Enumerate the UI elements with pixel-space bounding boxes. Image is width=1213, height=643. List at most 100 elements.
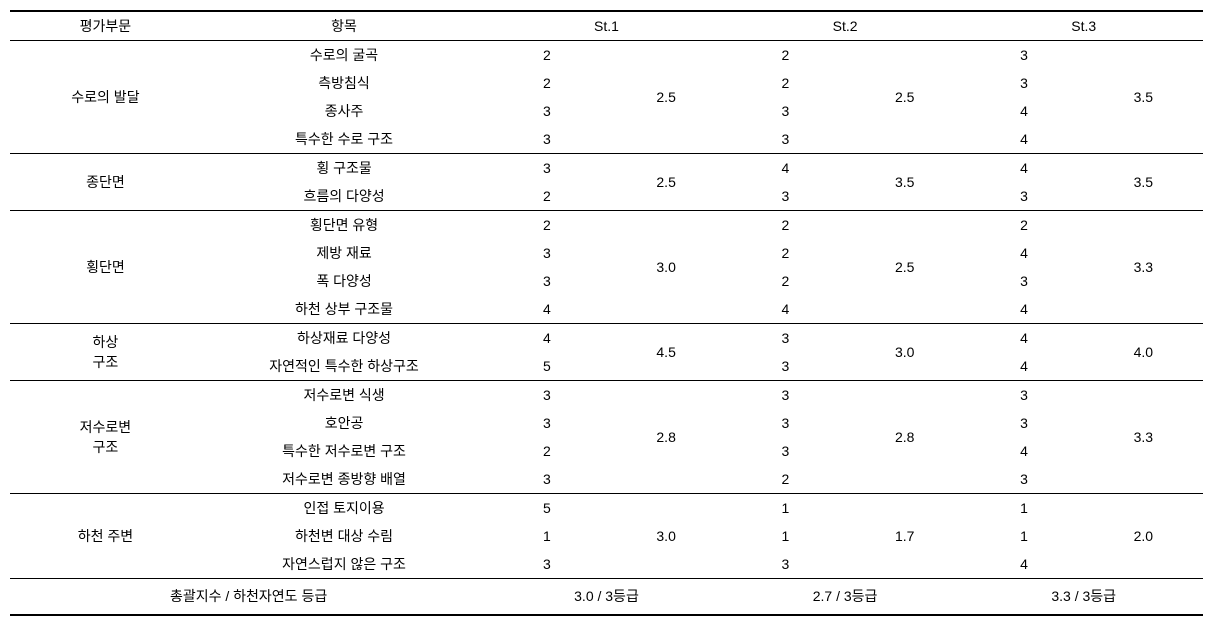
value-cell: 3 xyxy=(964,409,1083,437)
value-cell: 3 xyxy=(964,69,1083,97)
value-cell: 4 xyxy=(964,352,1083,381)
value-cell: 2 xyxy=(487,41,606,70)
summary-row: 총괄지수 / 하천자연도 등급3.0 / 3등급2.7 / 3등급3.3 / 3… xyxy=(10,579,1203,615)
value-cell: 2 xyxy=(964,211,1083,240)
value-cell: 1 xyxy=(726,522,845,550)
value-cell: 3 xyxy=(726,381,845,410)
value-cell: 1 xyxy=(964,522,1083,550)
value-cell: 3 xyxy=(726,97,845,125)
value-cell: 2 xyxy=(726,41,845,70)
value-cell: 3 xyxy=(487,97,606,125)
header-category: 평가부문 xyxy=(10,11,201,41)
value-cell: 3 xyxy=(726,324,845,353)
item-cell: 횡단면 유형 xyxy=(201,211,487,240)
value-cell: 3 xyxy=(487,409,606,437)
item-cell: 수로의 굴곡 xyxy=(201,41,487,70)
value-cell: 3 xyxy=(487,381,606,410)
category-line: 하상 xyxy=(93,334,119,350)
avg-cell: 2.0 xyxy=(1084,494,1203,579)
value-cell: 3 xyxy=(964,381,1083,410)
item-cell: 하상재료 다양성 xyxy=(201,324,487,353)
avg-cell: 2.5 xyxy=(606,154,725,211)
item-cell: 자연스럽지 않은 구조 xyxy=(201,550,487,579)
avg-cell: 1.7 xyxy=(845,494,964,579)
avg-cell: 4.5 xyxy=(606,324,725,381)
avg-cell: 2.5 xyxy=(845,41,964,154)
value-cell: 1 xyxy=(964,494,1083,523)
item-cell: 폭 다양성 xyxy=(201,267,487,295)
category-cell: 하천 주변 xyxy=(10,494,201,579)
evaluation-table: 평가부문 항목 St.1 St.2 St.3 수로의 발달수로의 굴곡22.52… xyxy=(10,10,1203,616)
value-cell: 4 xyxy=(726,295,845,324)
header-item: 항목 xyxy=(201,11,487,41)
summary-value: 2.7 / 3등급 xyxy=(726,579,965,615)
avg-cell: 4.0 xyxy=(1084,324,1203,381)
value-cell: 2 xyxy=(726,239,845,267)
value-cell: 4 xyxy=(726,154,845,183)
value-cell: 3 xyxy=(726,182,845,211)
category-line: 저수로변 xyxy=(80,419,132,435)
header-st2: St.2 xyxy=(726,11,965,41)
value-cell: 3 xyxy=(726,409,845,437)
value-cell: 3 xyxy=(487,465,606,494)
item-cell: 횡 구조물 xyxy=(201,154,487,183)
category-cell: 종단면 xyxy=(10,154,201,211)
category-line: 구조 xyxy=(93,439,119,455)
value-cell: 2 xyxy=(487,69,606,97)
item-cell: 흐름의 다양성 xyxy=(201,182,487,211)
item-cell: 특수한 저수로변 구조 xyxy=(201,437,487,465)
value-cell: 2 xyxy=(487,182,606,211)
item-cell: 종사주 xyxy=(201,97,487,125)
value-cell: 3 xyxy=(964,465,1083,494)
value-cell: 3 xyxy=(964,41,1083,70)
item-cell: 호안공 xyxy=(201,409,487,437)
item-cell: 하천 상부 구조물 xyxy=(201,295,487,324)
table-row: 하천 주변인접 토지이용53.011.712.0 xyxy=(10,494,1203,523)
avg-cell: 3.5 xyxy=(1084,154,1203,211)
value-cell: 4 xyxy=(964,437,1083,465)
value-cell: 1 xyxy=(726,494,845,523)
value-cell: 3 xyxy=(487,125,606,154)
value-cell: 5 xyxy=(487,352,606,381)
summary-value: 3.3 / 3등급 xyxy=(964,579,1203,615)
category-cell: 저수로변구조 xyxy=(10,381,201,494)
value-cell: 3 xyxy=(726,125,845,154)
avg-cell: 2.5 xyxy=(606,41,725,154)
item-cell: 저수로변 식생 xyxy=(201,381,487,410)
value-cell: 3 xyxy=(487,550,606,579)
header-row: 평가부문 항목 St.1 St.2 St.3 xyxy=(10,11,1203,41)
value-cell: 4 xyxy=(964,324,1083,353)
avg-cell: 3.0 xyxy=(606,494,725,579)
value-cell: 3 xyxy=(487,267,606,295)
avg-cell: 3.5 xyxy=(1084,41,1203,154)
category-line: 구조 xyxy=(93,354,119,370)
item-cell: 자연적인 특수한 하상구조 xyxy=(201,352,487,381)
item-cell: 하천변 대상 수림 xyxy=(201,522,487,550)
avg-cell: 3.0 xyxy=(606,211,725,324)
item-cell: 인접 토지이용 xyxy=(201,494,487,523)
table-row: 수로의 발달수로의 굴곡22.522.533.5 xyxy=(10,41,1203,70)
header-st1: St.1 xyxy=(487,11,726,41)
avg-cell: 3.5 xyxy=(845,154,964,211)
value-cell: 1 xyxy=(487,522,606,550)
summary-label: 총괄지수 / 하천자연도 등급 xyxy=(10,579,487,615)
avg-cell: 3.3 xyxy=(1084,381,1203,494)
value-cell: 3 xyxy=(726,550,845,579)
value-cell: 5 xyxy=(487,494,606,523)
value-cell: 4 xyxy=(487,324,606,353)
avg-cell: 2.8 xyxy=(845,381,964,494)
value-cell: 4 xyxy=(964,125,1083,154)
value-cell: 3 xyxy=(964,267,1083,295)
value-cell: 3 xyxy=(487,239,606,267)
value-cell: 4 xyxy=(964,239,1083,267)
header-st3: St.3 xyxy=(964,11,1203,41)
value-cell: 4 xyxy=(487,295,606,324)
category-cell: 하상구조 xyxy=(10,324,201,381)
value-cell: 2 xyxy=(726,267,845,295)
table-row: 저수로변구조저수로변 식생32.832.833.3 xyxy=(10,381,1203,410)
avg-cell: 3.0 xyxy=(845,324,964,381)
item-cell: 특수한 수로 구조 xyxy=(201,125,487,154)
value-cell: 4 xyxy=(964,154,1083,183)
table-row: 종단면횡 구조물32.543.543.5 xyxy=(10,154,1203,183)
value-cell: 4 xyxy=(964,97,1083,125)
